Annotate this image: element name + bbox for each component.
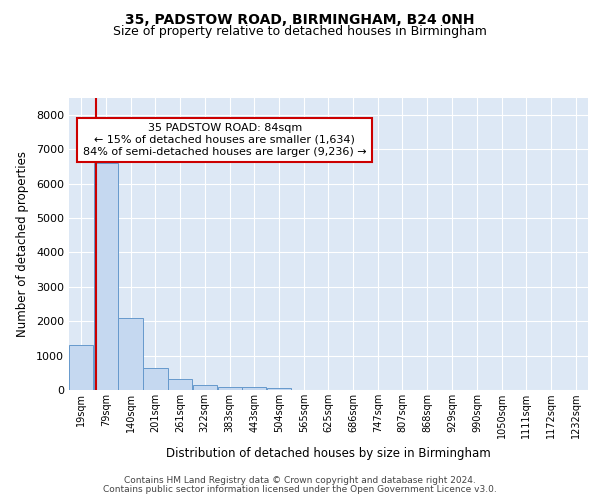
- Text: 35, PADSTOW ROAD, BIRMINGHAM, B24 0NH: 35, PADSTOW ROAD, BIRMINGHAM, B24 0NH: [125, 12, 475, 26]
- Bar: [143, 368, 167, 390]
- Text: Contains HM Land Registry data © Crown copyright and database right 2024.: Contains HM Land Registry data © Crown c…: [124, 476, 476, 485]
- Text: 35 PADSTOW ROAD: 84sqm
← 15% of detached houses are smaller (1,634)
84% of semi-: 35 PADSTOW ROAD: 84sqm ← 15% of detached…: [83, 124, 367, 156]
- Bar: [118, 318, 143, 390]
- Y-axis label: Number of detached properties: Number of detached properties: [16, 151, 29, 337]
- Bar: [94, 163, 118, 390]
- Text: Contains public sector information licensed under the Open Government Licence v3: Contains public sector information licen…: [103, 485, 497, 494]
- X-axis label: Distribution of detached houses by size in Birmingham: Distribution of detached houses by size …: [166, 446, 491, 460]
- Bar: [242, 386, 266, 390]
- Bar: [69, 346, 94, 390]
- Text: Size of property relative to detached houses in Birmingham: Size of property relative to detached ho…: [113, 25, 487, 38]
- Bar: [218, 386, 242, 390]
- Bar: [168, 380, 192, 390]
- Bar: [267, 388, 291, 390]
- Bar: [193, 385, 217, 390]
